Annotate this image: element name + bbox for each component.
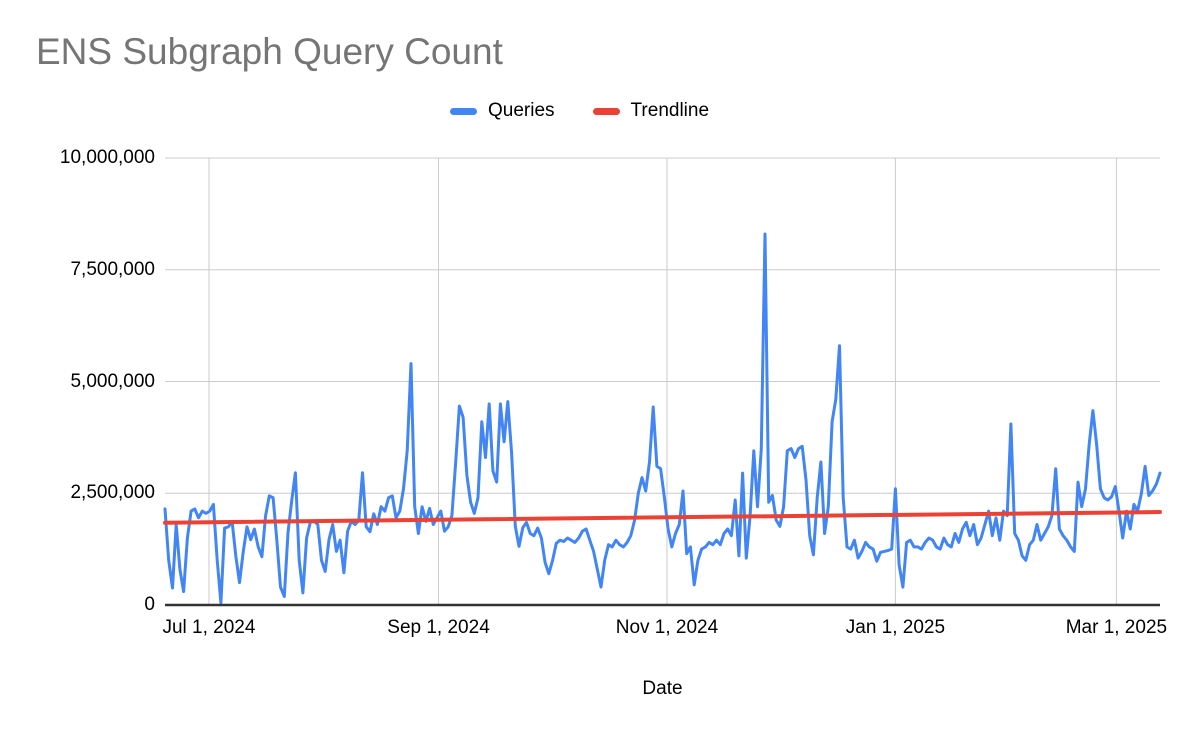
y-axis-tick-3: 7,500,000: [70, 258, 155, 280]
y-axis-tick-0: 0: [144, 594, 155, 615]
x-axis-tick-2: Nov 1, 2024: [615, 617, 719, 638]
y-axis-tick-1: 2,500,000: [70, 482, 155, 504]
queries-line: [163, 232, 1162, 605]
trendline-swatch-icon: [592, 107, 620, 115]
x-axis-tick-4: Mar 1, 2025: [1065, 617, 1168, 638]
legend-item-queries: Queries: [450, 100, 555, 122]
x-axis-tick-3: Jan 1, 2025: [845, 617, 946, 638]
trendline-line: [163, 510, 1162, 525]
x-axis-title: Date: [642, 678, 683, 699]
y-axis-tick-4: 10,000,000: [59, 147, 155, 168]
legend: Queries Trendline: [450, 100, 709, 122]
queries-line-swatch-icon: [450, 107, 477, 115]
y-axis-tick-2: 5,000,000: [70, 370, 155, 392]
x-axis-tick-1: Sep 1, 2024: [387, 617, 490, 638]
legend-label-queries: Queries: [488, 100, 555, 121]
chart-title: ENS Subgraph Query Count: [36, 31, 503, 72]
x-axis-tick-0: Jul 1, 2024: [162, 617, 256, 638]
legend-label-trendline: Trendline: [630, 100, 710, 121]
legend-item-trendline: Trendline: [592, 100, 710, 122]
